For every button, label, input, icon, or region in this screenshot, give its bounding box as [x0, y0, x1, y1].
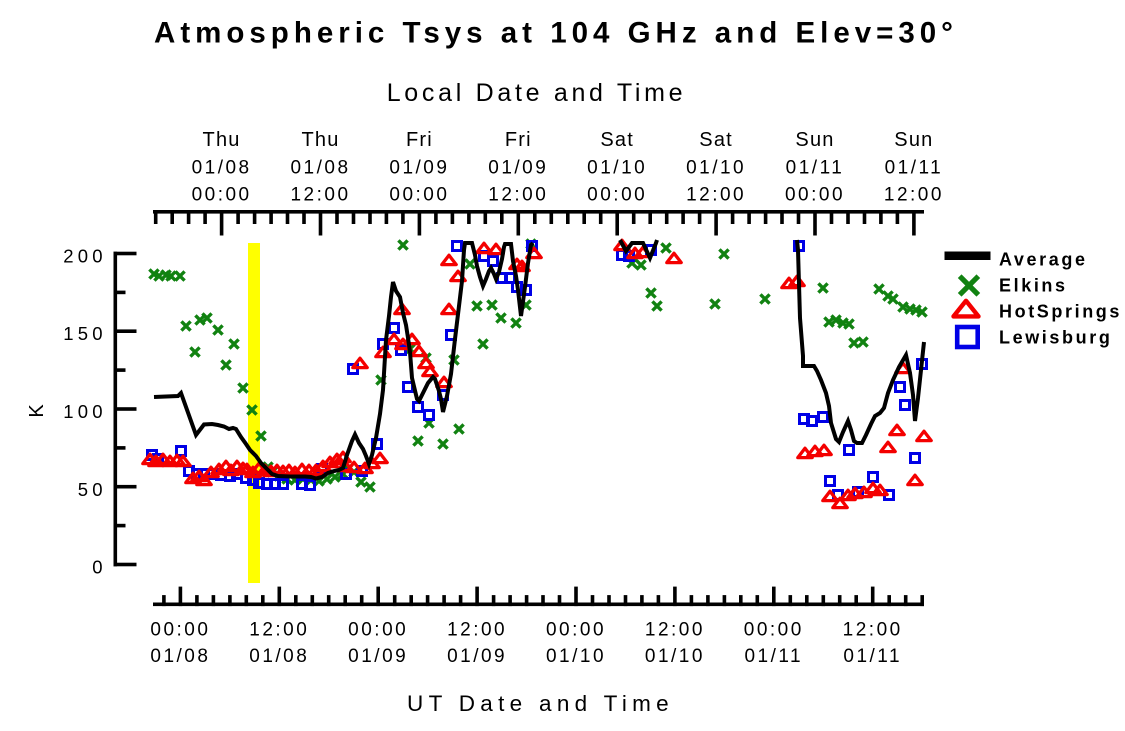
svg-text:01/11: 01/11: [786, 158, 845, 179]
svg-text:01/09: 01/09: [389, 158, 449, 179]
svg-text:01/10: 01/10: [686, 158, 746, 179]
svg-text:HotSprings: HotSprings: [999, 302, 1122, 322]
svg-text:K: K: [26, 404, 48, 418]
svg-text:12:00: 12:00: [645, 620, 705, 641]
svg-text:12:00: 12:00: [884, 185, 944, 206]
svg-text:150: 150: [63, 323, 106, 344]
svg-text:200: 200: [63, 246, 106, 267]
svg-text:01/08: 01/08: [192, 158, 252, 179]
svg-text:01/11: 01/11: [885, 158, 944, 179]
svg-text:00:00: 00:00: [744, 620, 804, 641]
svg-text:Lewisburg: Lewisburg: [999, 328, 1112, 348]
svg-text:Elkins: Elkins: [999, 276, 1068, 296]
svg-text:UT Date and Time: UT Date and Time: [407, 691, 674, 716]
svg-text:Fri: Fri: [505, 129, 532, 151]
svg-text:00:00: 00:00: [192, 185, 252, 206]
svg-text:Sun: Sun: [795, 129, 834, 151]
svg-text:12:00: 12:00: [843, 620, 903, 641]
svg-text:Thu: Thu: [301, 129, 339, 151]
svg-text:12:00: 12:00: [488, 185, 548, 206]
svg-text:01/10: 01/10: [546, 646, 606, 667]
svg-text:Average: Average: [999, 250, 1088, 270]
svg-text:00:00: 00:00: [389, 185, 449, 206]
svg-text:0: 0: [92, 557, 107, 578]
svg-text:Atmospheric Tsys at 104 GHz an: Atmospheric Tsys at 104 GHz and Elev=30°: [154, 17, 958, 50]
svg-text:12:00: 12:00: [290, 185, 350, 206]
svg-text:01/11: 01/11: [744, 646, 803, 667]
svg-text:01/09: 01/09: [348, 646, 408, 667]
svg-text:00:00: 00:00: [546, 620, 606, 641]
svg-text:12:00: 12:00: [249, 620, 309, 641]
svg-text:01/08: 01/08: [290, 158, 350, 179]
svg-text:01/09: 01/09: [488, 158, 548, 179]
svg-text:01/09: 01/09: [447, 646, 507, 667]
svg-text:01/10: 01/10: [587, 158, 647, 179]
svg-text:01/08: 01/08: [249, 646, 309, 667]
svg-text:50: 50: [78, 479, 107, 500]
svg-text:01/10: 01/10: [645, 646, 705, 667]
svg-text:01/08: 01/08: [150, 646, 210, 667]
svg-text:00:00: 00:00: [150, 620, 210, 641]
svg-text:12:00: 12:00: [447, 620, 507, 641]
svg-text:Thu: Thu: [203, 129, 241, 151]
svg-text:01/11: 01/11: [843, 646, 902, 667]
svg-text:Sat: Sat: [600, 129, 634, 151]
svg-text:00:00: 00:00: [587, 185, 647, 206]
svg-text:Fri: Fri: [406, 129, 433, 151]
svg-text:Sun: Sun: [894, 129, 933, 151]
svg-text:12:00: 12:00: [686, 185, 746, 206]
svg-text:Sat: Sat: [699, 129, 733, 151]
svg-text:00:00: 00:00: [785, 185, 845, 206]
svg-text:00:00: 00:00: [348, 620, 408, 641]
svg-text:100: 100: [63, 401, 106, 422]
svg-text:Local Date and Time: Local Date and Time: [387, 79, 687, 107]
